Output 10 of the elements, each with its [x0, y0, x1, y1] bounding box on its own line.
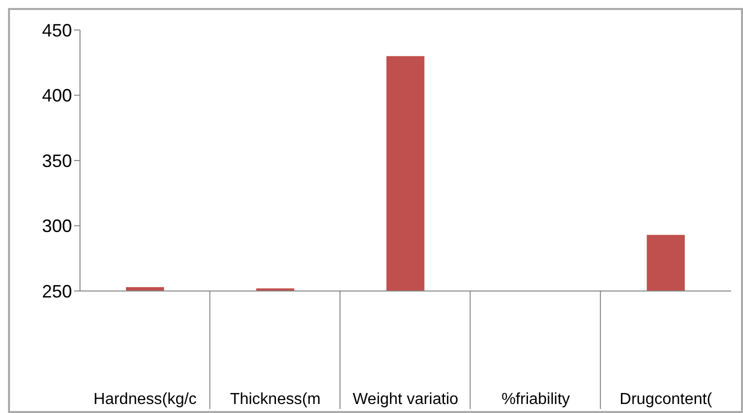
x-tick-label: %friability [501, 391, 570, 408]
x-tick-label: Hardness(kg/c [94, 391, 197, 408]
y-tick-label: 250 [42, 281, 72, 302]
x-tick-label: Thickness(m [230, 391, 321, 408]
x-tick-label: Drugcontent( [620, 391, 713, 408]
y-tick-label: 400 [42, 86, 72, 106]
y-tick-label: 300 [42, 216, 72, 236]
y-tick-label: 350 [42, 150, 72, 171]
x-tick-label: Weight variatio [352, 391, 458, 408]
y-tick-label: 450 [42, 20, 72, 40]
